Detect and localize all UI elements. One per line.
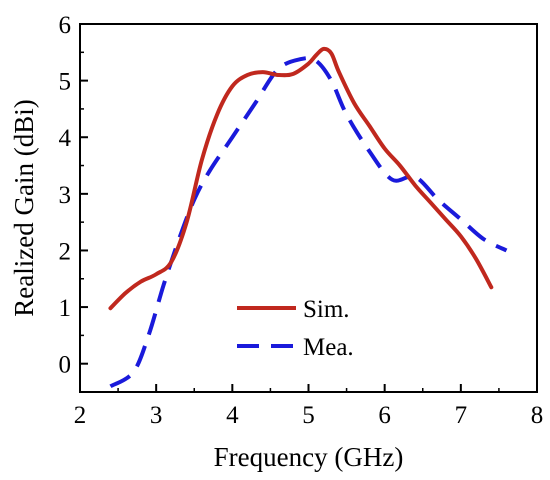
series-layer <box>108 46 508 389</box>
legend: Sim. Mea. <box>237 296 354 361</box>
y-tick-label: 4 <box>59 125 72 152</box>
ticks-layer <box>79 23 538 393</box>
x-tick-label: 2 <box>74 402 87 429</box>
legend-label-mea: Mea. <box>303 334 354 361</box>
y-tick-label: 3 <box>59 182 72 209</box>
tick-labels-layer: 2 3 4 5 6 7 8 0 1 2 3 4 5 6 <box>59 12 544 429</box>
x-axis-title: Frequency (GHz) <box>214 442 404 472</box>
series-line-sim <box>108 46 494 311</box>
x-tick-label: 8 <box>531 402 544 429</box>
y-axis-title: Realized Gain (dBi) <box>9 99 39 316</box>
y-tick-label: 1 <box>59 295 72 322</box>
y-tick-label: 2 <box>59 238 72 265</box>
series-line-mea <box>109 56 508 389</box>
x-tick-label: 4 <box>226 402 239 429</box>
x-tick-label: 3 <box>150 402 163 429</box>
x-tick-label: 6 <box>378 402 391 429</box>
y-tick-label: 0 <box>59 352 72 379</box>
legend-label-sim: Sim. <box>303 296 350 323</box>
x-tick-label: 5 <box>302 402 315 429</box>
x-tick-label: 7 <box>455 402 468 429</box>
y-tick-label: 6 <box>59 12 72 39</box>
y-tick-label: 5 <box>59 69 72 96</box>
